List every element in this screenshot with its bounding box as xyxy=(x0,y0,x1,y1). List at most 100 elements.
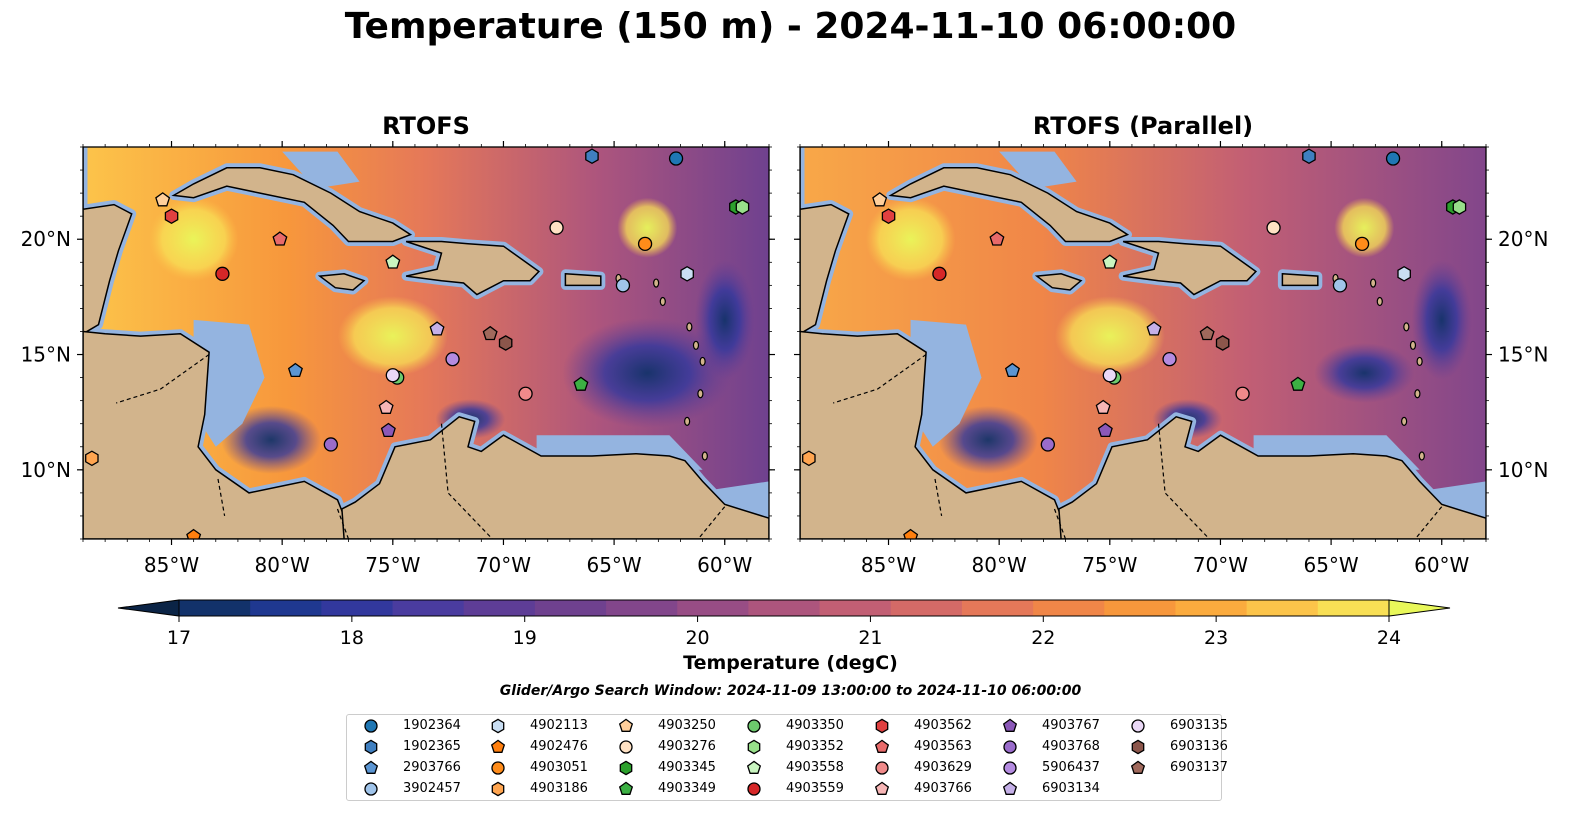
map-frame xyxy=(799,146,1487,540)
float-marker-4903768 xyxy=(323,437,338,452)
panel-title-rtofs: RTOFS xyxy=(382,112,470,140)
legend-label: 5906437 xyxy=(1042,760,1100,775)
float-marker-4903563 xyxy=(272,231,288,246)
float-marker-4903276 xyxy=(1266,220,1281,235)
land-cuba xyxy=(888,167,1130,243)
legend-marker-circle xyxy=(1003,740,1017,754)
search-window-text: Glider/Argo Search Window: 2024-11-09 13… xyxy=(499,683,1082,699)
panel-title-rtofs-parallel: RTOFS (Parallel) xyxy=(1032,112,1254,140)
legend-marker-pentagon xyxy=(618,718,634,732)
float-marker-1902365 xyxy=(1302,148,1316,165)
x-tick-label: 60°W xyxy=(1414,553,1469,577)
float-marker-6903136 xyxy=(1215,335,1230,351)
float-marker-4903352 xyxy=(735,199,750,215)
land-puertorico xyxy=(564,272,602,287)
float-marker-4903766 xyxy=(378,399,394,414)
legend-marker-pentagon xyxy=(490,739,506,753)
float-marker-4902476 xyxy=(903,528,919,539)
colorbar-tick-label: 17 xyxy=(167,627,191,649)
legend-label: 4903558 xyxy=(786,760,844,775)
legend-label: 4903352 xyxy=(786,739,844,754)
y-tick-label: 20°N xyxy=(21,227,71,251)
legend-label: 4903629 xyxy=(914,760,972,775)
colorbar-bin xyxy=(1175,600,1248,616)
colorbar-label: Temperature (degC) xyxy=(683,652,898,674)
colorbar-bin xyxy=(534,600,607,616)
y-tick-label: 15°N xyxy=(1498,343,1548,367)
legend-label: 6903137 xyxy=(1170,760,1228,775)
float-marker-6903134 xyxy=(429,321,445,336)
colorbar-tick-label: 20 xyxy=(685,627,709,649)
legend-label: 4903186 xyxy=(530,781,588,796)
legend-label: 4902476 xyxy=(530,739,588,754)
land-yucatan xyxy=(800,147,850,355)
x-tick-label: 60°W xyxy=(697,553,752,577)
legend-marker-hexagon xyxy=(491,781,505,797)
land-jamaica xyxy=(1034,273,1083,291)
colorbar-bin xyxy=(392,600,465,616)
float-marker-6903135 xyxy=(385,368,400,383)
float-marker-2903766 xyxy=(287,362,303,378)
legend-label: 3902457 xyxy=(403,781,461,796)
legend-label: 6903136 xyxy=(1170,739,1228,754)
x-tick-label: 80°W xyxy=(972,553,1027,577)
legend-marker-pentagon xyxy=(618,781,634,795)
float-marker-4903352 xyxy=(1452,199,1467,215)
y-tick-label: 20°N xyxy=(1498,227,1548,251)
colorbar-bin xyxy=(677,600,750,616)
float-marker-5906437 xyxy=(1162,351,1177,367)
legend-label: 4903250 xyxy=(658,718,716,733)
colorbar: 17 18 19 20 21 22 23 24 xyxy=(117,599,1451,649)
float-markers xyxy=(85,148,750,539)
legend-marker-pentagon xyxy=(363,760,379,774)
land-puertorico xyxy=(1281,272,1319,287)
float-marker-4903562 xyxy=(164,208,179,225)
legend-label: 4903345 xyxy=(658,760,716,775)
legend-marker-hexagon xyxy=(1131,739,1145,755)
legend-label: 4903349 xyxy=(658,781,716,796)
map-panel-rtofs: 85°W 80°W 75°W 70°W 65°W 60°W 20°N 15°N 10°N xyxy=(21,141,775,577)
float-marker-4903559 xyxy=(932,266,947,281)
float-marker-6903135 xyxy=(1102,368,1117,383)
legend-label: 6903134 xyxy=(1042,781,1100,796)
land-jamaica xyxy=(317,273,366,291)
legend-label: 4903768 xyxy=(1042,739,1100,754)
colorbar-bin xyxy=(961,600,1034,616)
float-marker-3902457 xyxy=(1332,278,1348,293)
legend-label: 4903276 xyxy=(658,739,716,754)
colorbar-tick-label: 24 xyxy=(1377,627,1401,649)
colorbar-tick-label: 23 xyxy=(1204,627,1228,649)
float-marker-1902365 xyxy=(585,148,599,165)
float-marker-4903186 xyxy=(802,450,816,467)
float-legend: 1902364 1902365 2903766 3902457 4902113 49024… xyxy=(346,714,1228,801)
float-marker-1902364 xyxy=(1385,151,1401,166)
float-marker-1902364 xyxy=(668,151,684,166)
x-tick-label: 85°W xyxy=(861,553,916,577)
float-marker-4903766 xyxy=(1095,399,1111,414)
legend-label: 4903562 xyxy=(914,718,972,733)
float-marker-4903558 xyxy=(385,254,401,269)
float-marker-4903051 xyxy=(1354,236,1370,251)
legend-marker-pentagon xyxy=(1002,718,1018,732)
legend-marker-circle xyxy=(1131,719,1145,733)
legend-marker-circle xyxy=(491,761,505,775)
colorbar-bin xyxy=(819,600,892,616)
float-marker-4903250 xyxy=(872,192,888,207)
land-hispaniola xyxy=(1122,240,1258,296)
float-marker-4902113 xyxy=(680,265,694,282)
legend-marker-circle xyxy=(364,782,378,796)
legend-label: 4903563 xyxy=(914,739,972,754)
legend-marker-pentagon xyxy=(1002,781,1018,795)
legend-marker-hexagon xyxy=(619,760,633,776)
x-tick-label: 75°W xyxy=(1082,553,1137,577)
legend-label: 4903051 xyxy=(530,760,588,775)
colorbar-bin xyxy=(890,600,963,616)
float-marker-4903051 xyxy=(637,236,653,251)
legend-marker-hexagon xyxy=(875,718,889,734)
colorbar-bin xyxy=(1317,600,1390,616)
legend-marker-hexagon xyxy=(491,718,505,734)
float-marker-4903563 xyxy=(989,231,1005,246)
float-marker-4903349 xyxy=(1290,376,1306,391)
legend-marker-pentagon xyxy=(746,760,762,774)
